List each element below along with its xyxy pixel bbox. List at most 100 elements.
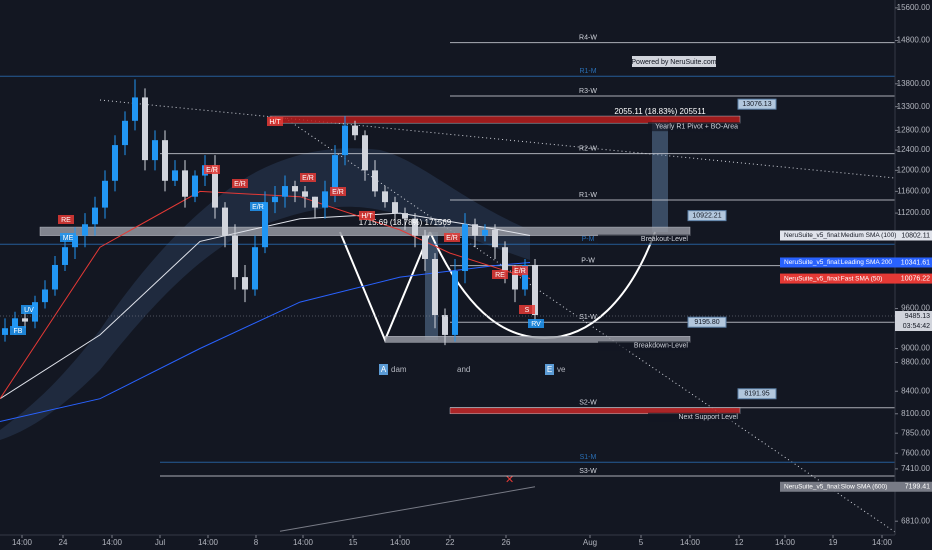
y-tick-label: 9600.00	[901, 304, 930, 313]
pivot-label: P-W	[581, 257, 595, 264]
x-tick-label: 14:00	[198, 538, 219, 547]
candle-body	[382, 191, 388, 203]
pivot-label: R1-W	[579, 192, 597, 199]
y-tick-label: 6810.00	[901, 516, 930, 525]
signal-label: RE	[61, 217, 71, 224]
signal-box	[492, 270, 508, 279]
pivot-label: R1-M	[579, 68, 596, 75]
signal-label: E/R	[332, 189, 344, 196]
candle-body	[232, 235, 238, 278]
signal-box	[519, 305, 535, 314]
y-tick-label: 12000.00	[897, 165, 931, 174]
x-tick-label: 14:00	[680, 538, 701, 547]
signal-box	[444, 233, 460, 242]
data-layer: R4-W R1-M R3-W R2-W R1-W P-M P-W S1-W S2-W S1-M S3…	[0, 34, 895, 532]
y-tick-label: 14800.00	[897, 36, 931, 45]
pivot-label: R4-W	[579, 34, 597, 41]
candle-body	[322, 191, 328, 208]
band-label-bg	[648, 122, 740, 132]
candle-body	[102, 180, 108, 208]
indicator-tag	[780, 481, 932, 492]
signal-box	[512, 266, 528, 275]
level-band	[269, 115, 741, 124]
candle-body	[152, 140, 158, 161]
candle-body	[282, 186, 288, 197]
eve-text: ve	[557, 365, 566, 374]
x-tick-label: 19	[829, 538, 838, 547]
y-tick-label: 13800.00	[897, 79, 931, 88]
candle-body	[332, 155, 338, 192]
signal-label: E/R	[234, 181, 246, 188]
pivot-label: S3-W	[579, 468, 597, 475]
candle-body	[2, 328, 8, 335]
pivot-label: P-M	[582, 236, 595, 243]
band-label-bg	[598, 234, 690, 244]
level-band	[39, 226, 691, 236]
candle-body	[392, 202, 398, 214]
candle-body	[22, 318, 28, 322]
countdown-text: 03:54:42	[903, 323, 930, 330]
signal-label: E/R	[302, 175, 314, 182]
candle-body	[442, 315, 448, 335]
measure-box	[652, 120, 668, 232]
y-tick-label: 7850.00	[901, 428, 930, 437]
pivot-label: S1-M	[580, 454, 597, 461]
indicator-value: 10802.11	[901, 232, 930, 239]
candle-body	[272, 196, 278, 203]
band-label: Next Support Level	[678, 414, 738, 421]
signal-label: RE	[495, 272, 505, 279]
band-label-bg	[598, 341, 690, 351]
cross-mark: ✕	[505, 474, 514, 486]
last-price-text: 9485.13	[905, 313, 930, 320]
candle-body	[422, 235, 428, 259]
price-tag	[737, 388, 777, 400]
y-tick-label: 15600.00	[897, 3, 931, 12]
candle-body	[532, 264, 538, 316]
candle-body	[512, 271, 518, 290]
y-tick-label: 7410.00	[901, 464, 930, 473]
x-tick-label: 14:00	[12, 538, 33, 547]
indicator-name: NeruSuite_v5_final:Fast SMA (50)	[784, 275, 882, 282]
pivot-label: S1-W	[579, 314, 597, 321]
x-tick-label: 14:00	[293, 538, 314, 547]
price-tag	[737, 98, 777, 110]
candle-body	[82, 224, 88, 236]
candle-body	[462, 224, 468, 272]
last-price-tag	[895, 311, 932, 332]
measure-label: 2055.11 (18.83%) 205511	[614, 107, 706, 116]
x-tick-label: 14:00	[390, 538, 411, 547]
x-tick-label: 22	[446, 538, 455, 547]
powered-box	[632, 56, 716, 67]
indicator-value: 10341.61	[901, 259, 930, 266]
y-tick-label: 13300.00	[897, 102, 931, 111]
signal-label: RV	[531, 321, 541, 328]
sma-line	[0, 262, 531, 422]
signal-box	[250, 202, 266, 211]
x-tick-label: Aug	[583, 538, 597, 547]
indicator-value: 10076.22	[901, 275, 930, 282]
signal-box	[330, 187, 346, 196]
measure-label: 1715.69 (18.78%) 171569	[359, 218, 452, 227]
signal-label: H/T	[269, 119, 281, 126]
pivot-label: R3-W	[579, 88, 597, 95]
x-tick-label: 14:00	[102, 538, 123, 547]
x-tick-label: 14:00	[775, 538, 796, 547]
y-tick-label: 12800.00	[897, 126, 931, 135]
indicator-tag	[780, 257, 932, 268]
signal-label: UV	[24, 307, 34, 314]
signal-box	[10, 326, 26, 335]
signal-box	[232, 179, 248, 188]
signal-box	[267, 117, 283, 126]
signal-box	[21, 305, 37, 314]
indicator-tag	[780, 273, 932, 284]
indicator-name: NeruSuite_v5_final:Medium SMA (100)	[784, 232, 896, 239]
candle-body	[162, 140, 168, 181]
signal-label: ME	[63, 235, 74, 242]
pivot-label: R2-W	[579, 145, 597, 152]
price-tag-text: 8191.95	[744, 391, 769, 398]
signal-box	[58, 215, 74, 224]
signal-box	[528, 319, 544, 328]
y-tick-label: 11600.00	[897, 186, 930, 195]
signal-label: E/R	[206, 167, 218, 174]
